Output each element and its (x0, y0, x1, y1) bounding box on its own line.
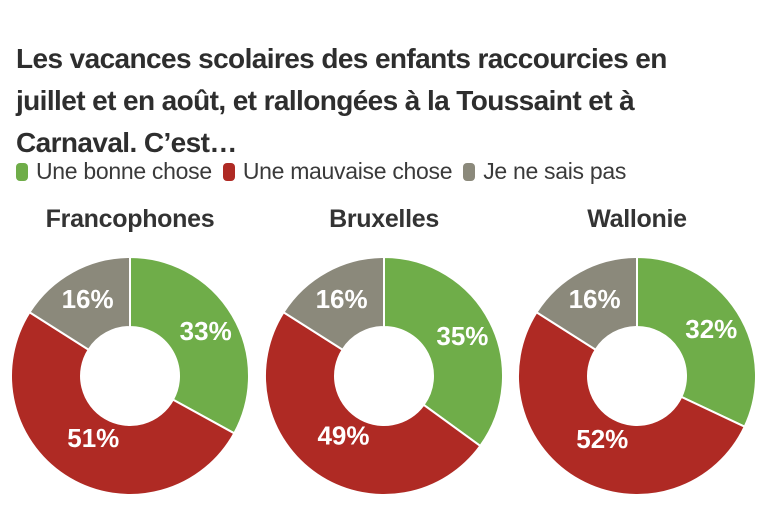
donut-slice-red (517, 310, 747, 496)
chart-title-line-2: juillet et en août, et rallongées à la T… (16, 85, 635, 117)
donut-slice-green (636, 256, 757, 429)
slice-label: 35% (436, 321, 488, 351)
donut-chart-bruxelles: Bruxelles 35% 49% 16% (264, 203, 504, 496)
slice-label: 16% (316, 284, 368, 314)
donut-svg-bruxelles: 35% 49% 16% (264, 256, 504, 496)
donut-slice-gray (282, 256, 385, 352)
donut-chart-wallonie: Wallonie 32% 52% 16% (517, 203, 757, 496)
chart-title-line-1: Les vacances scolaires des enfants racco… (16, 43, 667, 75)
region-title-bruxelles: Bruxelles (329, 205, 439, 233)
donut-svg-francophones: 33% 51% 16% (10, 256, 250, 496)
donut-slice-gray (28, 256, 131, 352)
slice-label: 32% (685, 314, 737, 344)
donut-charts-row: Francophones 33% 51% 16% Bruxelles 35% 49% 1… (0, 203, 768, 503)
legend-label-mauvaise-chose: Une mauvaise chose (242, 158, 453, 184)
legend-label-bonne-chose: Une bonne chose (36, 158, 212, 184)
legend-swatch-green (16, 162, 28, 181)
legend-item-ne-sais-pas: Je ne sais pas (463, 158, 626, 185)
donut-chart-francophones: Francophones 33% 51% 16% (10, 203, 250, 496)
region-title-wallonie: Wallonie (587, 205, 687, 233)
chart-legend: Une bonne chose Une mauvaise chose Je ne… (16, 158, 626, 185)
legend-swatch-red (222, 162, 235, 181)
slice-label: 51% (67, 423, 119, 453)
legend-swatch-gray (463, 162, 476, 181)
legend-item-bonne-chose: Une bonne chose (16, 158, 212, 185)
donut-svg-wallonie: 32% 52% 16% (517, 256, 757, 496)
slice-label: 33% (180, 316, 232, 346)
donut-slice-gray (535, 256, 638, 352)
slice-label: 52% (576, 424, 628, 454)
legend-item-mauvaise-chose: Une mauvaise chose (222, 158, 453, 185)
slice-label: 16% (569, 284, 621, 314)
donut-slice-red (264, 310, 482, 496)
region-title-francophones: Francophones (45, 205, 215, 233)
slice-label: 16% (62, 284, 114, 314)
donut-slice-green (129, 256, 250, 435)
chart-title-line-3: Carnaval. C’est… (16, 127, 237, 159)
donut-slice-green (383, 256, 504, 448)
chart-title: Les vacances scolaires des enfants racco… (16, 38, 768, 164)
slice-label: 49% (317, 421, 369, 451)
legend-label-ne-sais-pas: Je ne sais pas (483, 158, 627, 184)
donut-slice-red (10, 310, 236, 496)
